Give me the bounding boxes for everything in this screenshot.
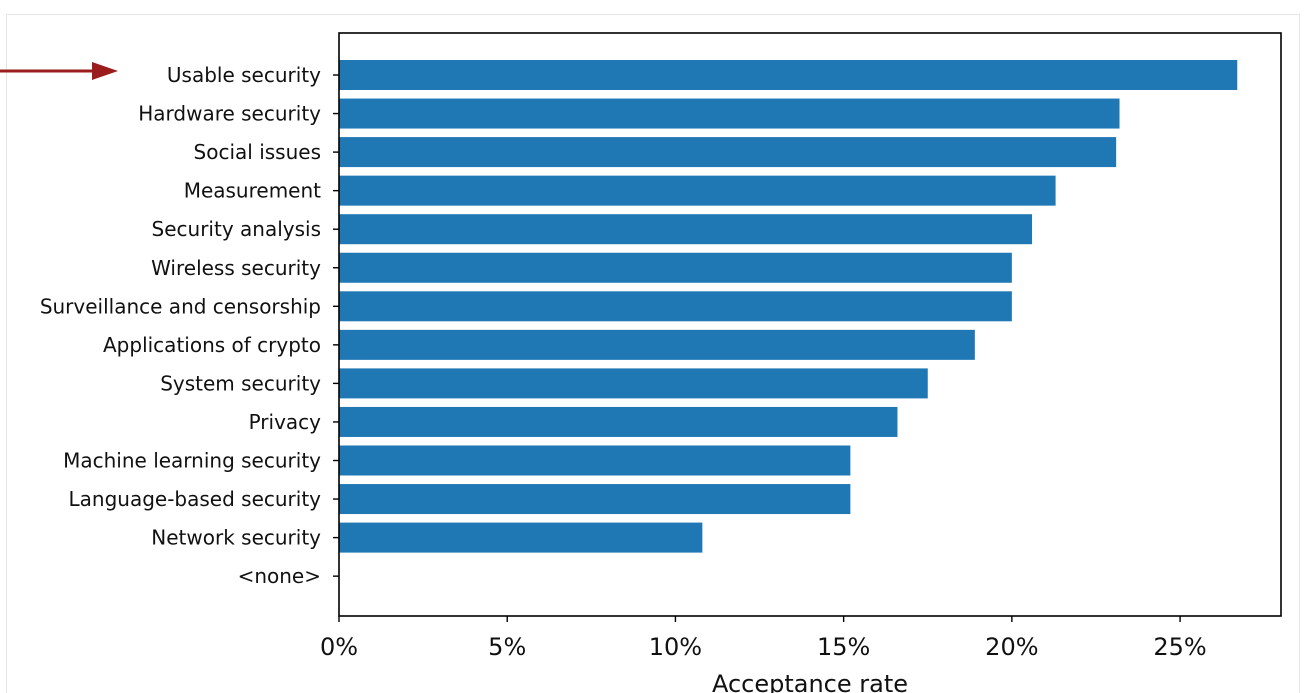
- x-tick-label: 0%: [320, 633, 358, 661]
- y-tick-label: Measurement: [184, 179, 321, 203]
- bar: [339, 175, 1056, 206]
- plot-area-frame: [338, 32, 1282, 617]
- bar: [339, 329, 975, 360]
- y-axis-ticks: Usable security Hardware security Social i…: [40, 63, 339, 588]
- x-axis-ticks: 0% 5% 10% 15% 20% 25%: [320, 616, 1207, 661]
- y-tick-label: Surveillance and censorship: [40, 294, 321, 318]
- bar: [339, 406, 898, 437]
- y-tick-label: Hardware security: [138, 102, 321, 126]
- bar: [339, 445, 851, 476]
- y-tick-label: Network security: [151, 526, 321, 550]
- y-tick-label: Applications of crypto: [103, 333, 321, 357]
- bar: [339, 368, 928, 399]
- arrow-head: [92, 62, 118, 80]
- y-tick-label: Security analysis: [152, 217, 321, 241]
- y-tick-label: System security: [160, 371, 321, 395]
- x-tick-label: 25%: [1153, 633, 1206, 661]
- bar: [339, 214, 1033, 245]
- x-tick-label: 5%: [488, 633, 526, 661]
- y-tick-label: Wireless security: [151, 256, 321, 280]
- bar: [339, 484, 851, 515]
- y-tick-label: Social issues: [194, 140, 321, 164]
- x-tick-label: 20%: [985, 633, 1038, 661]
- annotation-arrow: [0, 62, 118, 80]
- bar: [339, 60, 1238, 90]
- figure-frame: [6, 14, 1300, 693]
- y-tick-label: Language-based security: [69, 487, 322, 511]
- bar: [339, 137, 1117, 168]
- bar: [339, 522, 703, 553]
- y-tick-label: Privacy: [249, 410, 322, 434]
- y-tick-label: Usable security: [167, 63, 321, 87]
- bar: [339, 291, 1012, 322]
- bars-group: [339, 60, 1238, 553]
- x-tick-label: 15%: [817, 633, 870, 661]
- bar: [339, 98, 1120, 129]
- bar: [339, 252, 1012, 283]
- x-axis-label: Acceptance rate: [712, 670, 908, 693]
- y-tick-label: Machine learning security: [63, 449, 321, 473]
- x-tick-label: 10%: [649, 633, 702, 661]
- y-tick-label: <none>: [238, 564, 321, 588]
